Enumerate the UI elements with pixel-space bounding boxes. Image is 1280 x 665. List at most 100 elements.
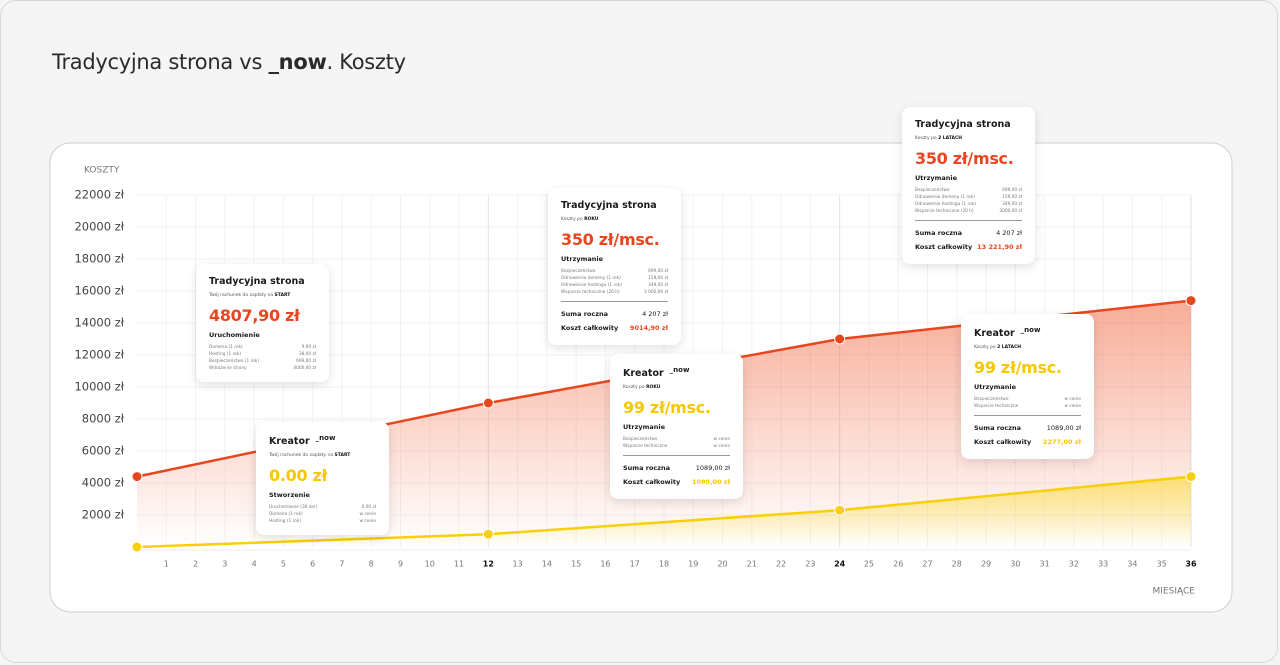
row-value: 9,90 zł	[301, 345, 316, 350]
card-subtitle-text: Koszty po	[915, 136, 937, 141]
card-section: Utrzymanie	[974, 383, 1017, 392]
card-title-text: Kreator	[974, 328, 1015, 340]
row-label: Wsparcie techniczne (20 h)	[915, 209, 974, 214]
x-tick-label: 23	[805, 560, 815, 569]
x-tick-label: 9	[398, 560, 403, 569]
row-value: w cenie	[713, 444, 730, 450]
point	[834, 504, 846, 516]
row-value: 349,00 zł	[648, 283, 668, 288]
row-label: Wsparcie techniczne	[974, 404, 1019, 410]
x-tick-label: 3	[222, 560, 227, 569]
y-tick-label: 10000 zł	[74, 380, 124, 394]
info-card: Tradycyjna strona Twój rachunek do zapłat…	[196, 264, 329, 382]
row-value: w cenie	[1064, 397, 1081, 403]
card-subtitle-text: Twój rachunek do zapłaty na	[209, 293, 274, 298]
card-subtitle-text: Koszty po	[974, 345, 996, 351]
sum-value: 1089,00 zł	[695, 464, 730, 473]
x-tick-label: 24	[834, 560, 846, 569]
row-value: 699,00 zł	[1002, 188, 1022, 193]
card-total: Koszt całkowity 1089,00 zł	[623, 475, 730, 489]
info-card: Kreator _now Koszty po ROKU 99 zł/msc. Utrzy…	[610, 354, 743, 500]
row-value: 159,00 zł	[1002, 195, 1022, 200]
card-section: Utrzymanie	[561, 255, 604, 263]
card-row: Bezpieczeństwo 699,00 zł	[915, 187, 1022, 194]
card-subtitle-strong: START	[274, 293, 291, 298]
title-text: . Koszty	[326, 50, 406, 74]
card-row: Odnowienie domeny (1 rok) 159,00 zł	[561, 275, 668, 282]
info-card: Tradycyjna strona Koszty po 2 LATACH 350 z…	[902, 107, 1035, 264]
card-subtitle-strong: 2 LATACH	[997, 345, 1022, 351]
sum-label: Suma roczna	[623, 464, 671, 473]
sum-value: 4 207 zł	[642, 310, 668, 318]
row-value: 4000,00 zł	[293, 366, 316, 371]
card-title: Tradycyjna strona	[561, 200, 668, 211]
card-row: Bezpieczeństwo (1 rok) 699,00 zł	[209, 358, 316, 365]
point	[131, 471, 143, 483]
row-value: 349,00 zł	[1002, 202, 1022, 207]
card-title: Tradycyjna strona	[209, 276, 316, 287]
row-label: Bezpieczeństwo	[974, 397, 1009, 403]
card-subtitle: Koszty po 2 LATACH	[974, 345, 1081, 350]
row-value: 3 000,00 zł	[644, 290, 668, 295]
x-tick-label: 22	[776, 560, 786, 569]
row-label: Bezpieczeństwo	[915, 188, 950, 193]
y-tick-label: 6000 zł	[82, 444, 125, 458]
card-title-text: Tradycyjna strona	[561, 200, 657, 211]
row-value: 159,00 zł	[648, 276, 668, 281]
x-tick-label: 2	[193, 560, 198, 569]
card-row: Domena (1 rok) 9,90 zł	[209, 344, 316, 351]
y-tick-label: 16000 zł	[74, 284, 124, 298]
sum-label: Suma roczna	[561, 310, 609, 318]
line	[136, 475, 1192, 549]
row-value: 699,00 zł	[296, 359, 316, 364]
total-label: Koszt całkowity	[623, 478, 681, 487]
x-tick-label: 33	[1098, 560, 1108, 569]
x-tick-label: 26	[893, 560, 903, 569]
card-row: Bezpieczeństwo w cenie	[623, 436, 730, 443]
page-title: Tradycyjna strona vs _now. Koszty	[52, 50, 406, 74]
x-axis-label: MIESIĄCE	[1153, 587, 1196, 597]
point	[131, 541, 143, 553]
total-value: 9014,90 zł	[629, 324, 668, 332]
card-title-text: Tradycyjna strona	[915, 119, 1011, 130]
total-label: Koszt całkowity	[561, 324, 619, 332]
x-tick-label: 17	[630, 560, 640, 569]
card-subtitle: Twój rachunek do zapłaty na START	[269, 453, 376, 458]
x-tick-label: 4	[252, 560, 257, 569]
divider	[915, 220, 1022, 221]
x-tick-label: 28	[952, 560, 962, 569]
row-value: 38,00 zł	[298, 352, 316, 357]
x-tick-label: 12	[483, 560, 494, 569]
card-row: Hosting (1 rok) w cenie	[269, 518, 376, 525]
row-label: Domena (1 rok)	[269, 512, 303, 518]
row-value: 3000,00 zł	[999, 209, 1022, 214]
y-tick-label: 8000 zł	[82, 412, 125, 426]
card-section: Uruchomienie	[209, 331, 260, 339]
row-label: Hosting (1 rok)	[209, 352, 242, 357]
card-title: Tradycyjna strona	[915, 119, 1022, 130]
x-tick-label: 34	[1127, 560, 1137, 569]
card-row: Uruchomienie (30 dni) 0,00 zł	[269, 504, 376, 511]
row-label: Uruchomienie (30 dni)	[269, 505, 318, 511]
card-title-text: Tradycyjna strona	[209, 276, 305, 287]
x-tick-label: 29	[981, 560, 991, 569]
point	[482, 528, 494, 540]
row-value: 699,00 zł	[648, 269, 668, 274]
point	[482, 397, 494, 409]
card-row: Domena (1 rok) w cenie	[269, 511, 376, 518]
card-row: Bezpieczeństwo 699,00 zł	[561, 268, 668, 275]
card-total: Koszt całkowity 13 221,90 zł	[915, 240, 1022, 254]
title-text: Tradycyjna strona vs	[52, 50, 269, 74]
row-value: 0,00 zł	[361, 505, 376, 511]
y-tick-label: 14000 zł	[74, 316, 124, 330]
row-label: Odnowienie hostingu (1 rok)	[561, 283, 622, 288]
card-brand: _now	[315, 434, 336, 442]
card-price: 99 zł/msc.	[623, 398, 711, 418]
card-title-text: Kreator	[269, 436, 310, 448]
y-tick-label: 12000 zł	[74, 348, 124, 362]
x-tick-label: 16	[600, 560, 610, 569]
row-label: Bezpieczeństwo	[561, 269, 596, 274]
card-price: 4807,90 zł	[209, 306, 300, 325]
card-section: Utrzymanie	[915, 174, 958, 182]
